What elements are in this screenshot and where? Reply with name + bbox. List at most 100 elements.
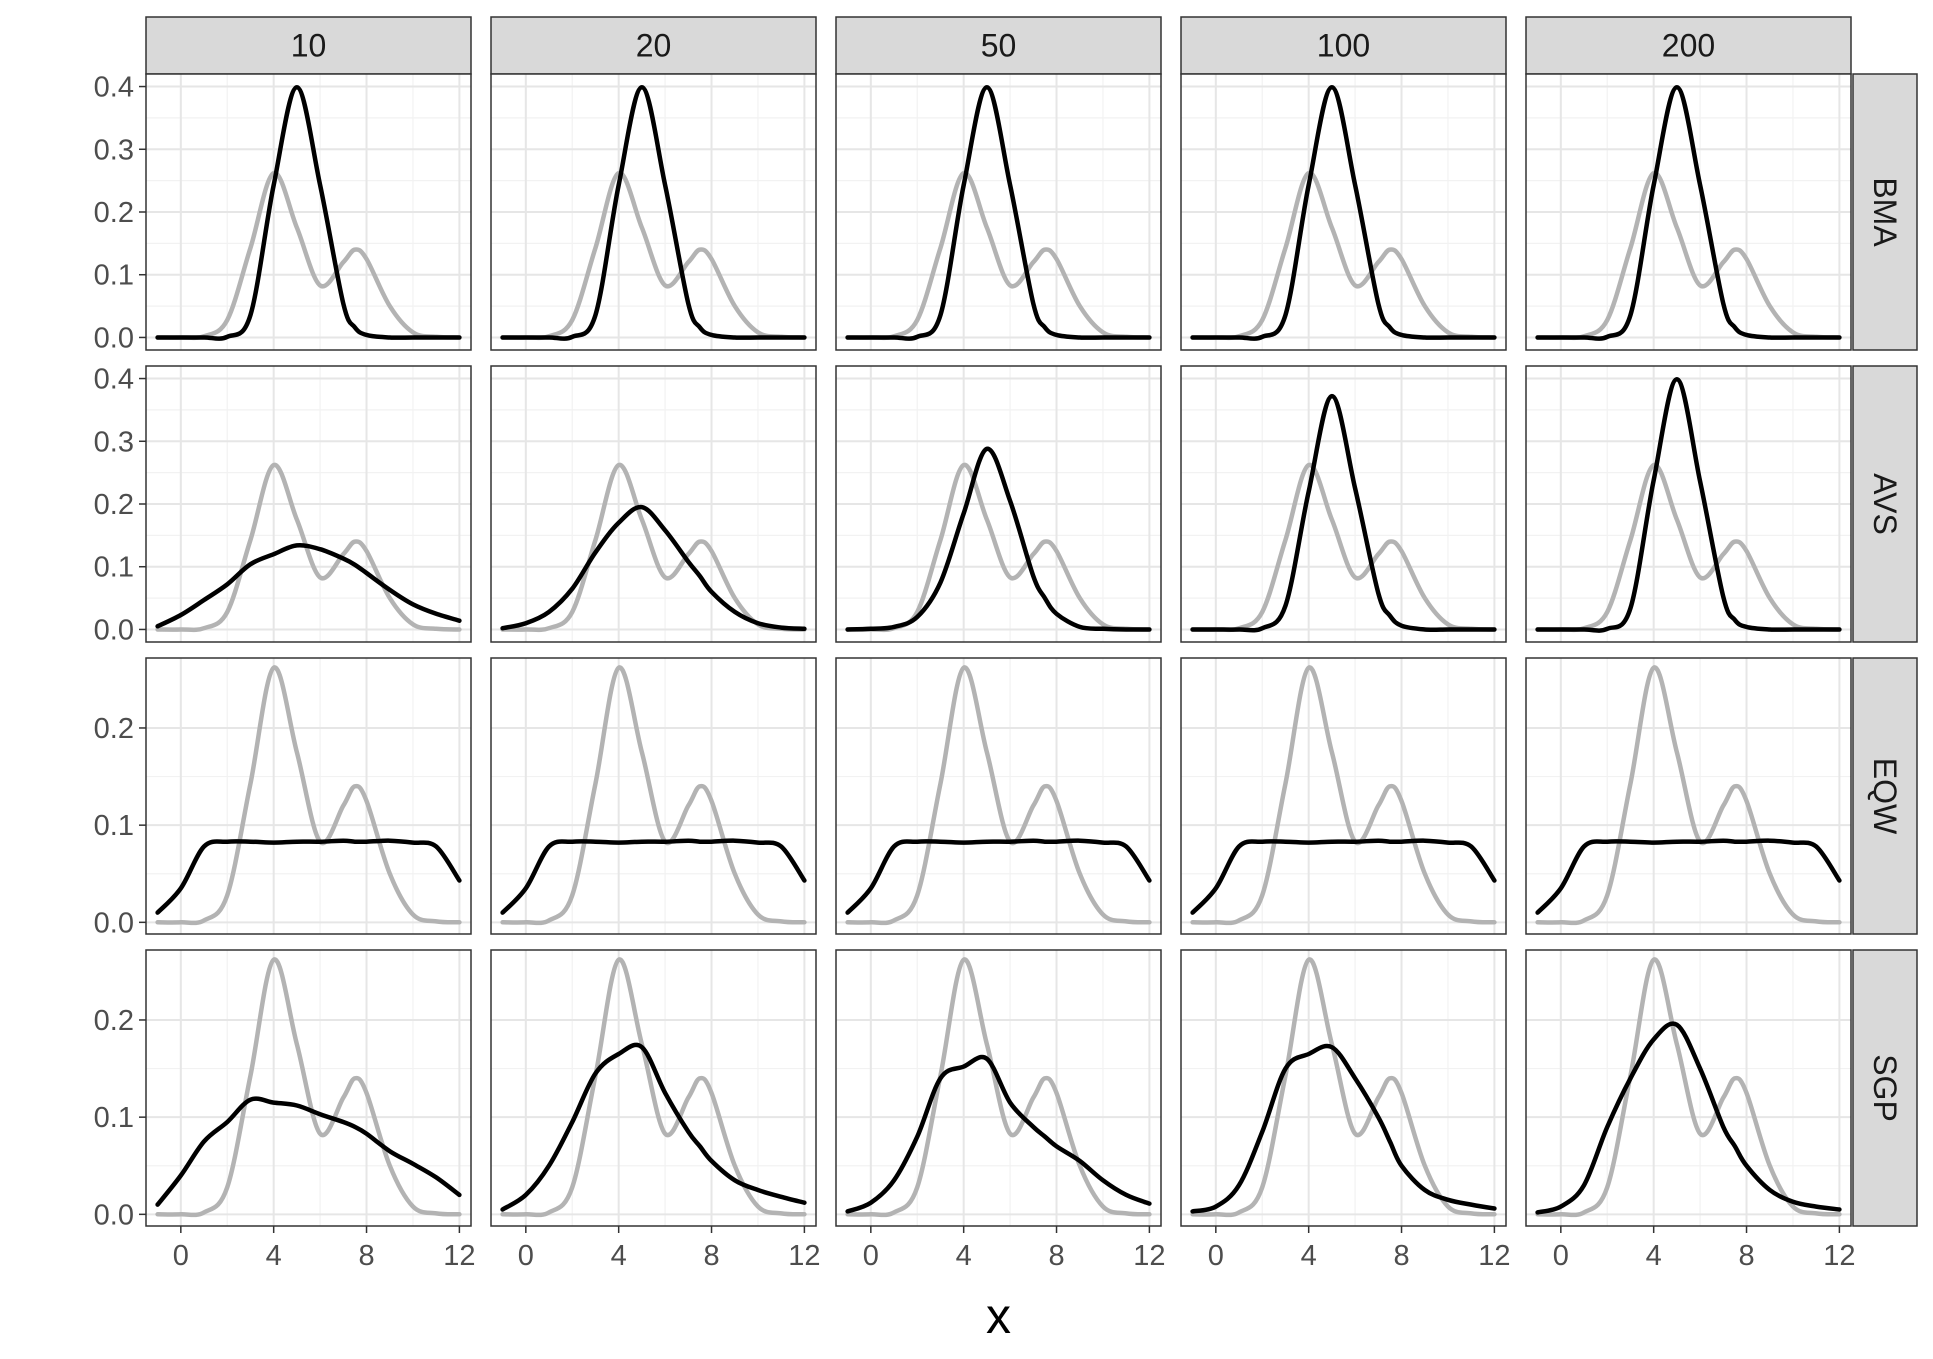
column-strip-background <box>490 16 817 75</box>
y-tick-label: 0.3 <box>94 426 134 458</box>
reference-density-line <box>845 170 1152 341</box>
panel-border <box>1525 657 1852 935</box>
panel-border <box>1180 949 1507 1227</box>
y-tick-label: 0.0 <box>94 614 134 646</box>
reference-density-line <box>1190 665 1497 926</box>
x-tick-label: 0 <box>863 1240 879 1272</box>
row-strip-SGP: SGP <box>1852 949 1918 1227</box>
estimated-density-line <box>1535 84 1842 341</box>
reference-density-line <box>1535 957 1842 1218</box>
panel-border <box>145 657 472 935</box>
panel-EQW-50 <box>835 657 1162 935</box>
x-tick-label: 0 <box>1208 1240 1224 1272</box>
estimated-density-line <box>155 84 462 341</box>
panel-BMA-50 <box>835 73 1162 351</box>
panel-border <box>1525 365 1852 643</box>
row-strip-background <box>1852 365 1918 643</box>
x-tick-label: 12 <box>443 1240 475 1272</box>
row-strip-AVS: AVS <box>1852 365 1918 643</box>
x-tick-label: 4 <box>266 1240 282 1272</box>
y-tick-label: 0.2 <box>94 713 134 745</box>
y-tick-label: 0.2 <box>94 197 134 229</box>
panel-border <box>145 949 472 1227</box>
column-strip-10: 10 <box>145 16 472 75</box>
reference-density-line <box>500 170 807 341</box>
reference-density-line <box>1535 462 1842 633</box>
y-tick-label: 0.1 <box>94 1102 134 1134</box>
y-tick-label: 0.4 <box>94 364 134 396</box>
panel-SGP-100 <box>1180 949 1507 1227</box>
column-strip-label: 10 <box>291 28 327 64</box>
x-tick-label: 8 <box>1738 1240 1754 1272</box>
panel-BMA-10 <box>145 73 472 351</box>
panel-AVS-10 <box>145 365 472 643</box>
estimated-density-line <box>1190 838 1497 915</box>
estimated-density-line <box>155 1096 462 1207</box>
panel-border <box>490 365 817 643</box>
column-strip-label: 200 <box>1662 28 1715 64</box>
column-strip-100: 100 <box>1180 16 1507 75</box>
panel-EQW-100 <box>1180 657 1507 935</box>
column-strip-20: 20 <box>490 16 817 75</box>
panel-SGP-10 <box>145 949 472 1227</box>
estimated-density-line <box>1535 376 1842 633</box>
y-tick-label: 0.0 <box>94 322 134 354</box>
panel-border <box>1180 365 1507 643</box>
x-tick-label: 4 <box>611 1240 627 1272</box>
reference-density-line <box>1190 462 1497 633</box>
panel-border <box>835 949 1162 1227</box>
reference-density-line <box>1190 170 1497 341</box>
y-tick-label: 0.4 <box>94 72 134 104</box>
x-tick-label: 0 <box>173 1240 189 1272</box>
column-strip-label: 20 <box>636 28 672 64</box>
row-strip-BMA: BMA <box>1852 73 1918 351</box>
row-strip-label: SGP <box>1867 1054 1903 1122</box>
y-tick-label: 0.2 <box>94 489 134 521</box>
y-tick-label: 0.1 <box>94 810 134 842</box>
y-tick-label: 0.0 <box>94 907 134 939</box>
x-tick-label: 0 <box>1553 1240 1569 1272</box>
panel-AVS-100 <box>1180 365 1507 643</box>
estimated-density-line <box>845 84 1152 341</box>
estimated-density-line <box>500 504 807 632</box>
estimated-density-line <box>155 838 462 915</box>
estimated-density-line <box>845 1054 1152 1214</box>
panel-border <box>490 657 817 935</box>
panel-border <box>1525 949 1852 1227</box>
panel-AVS-50 <box>835 365 1162 643</box>
x-tick-label: 12 <box>1823 1240 1855 1272</box>
row-strip-label: AVS <box>1867 473 1903 535</box>
reference-density-line <box>155 462 462 633</box>
panel-EQW-200 <box>1525 657 1852 935</box>
y-tick-label: 0.1 <box>94 260 134 292</box>
panel-border <box>1180 73 1507 351</box>
panel-border <box>1525 73 1852 351</box>
panel-border <box>835 73 1162 351</box>
panel-SGP-200 <box>1525 949 1852 1227</box>
column-strip-200: 200 <box>1525 16 1852 75</box>
reference-density-line <box>500 665 807 926</box>
estimated-density-line <box>155 542 462 629</box>
panel-BMA-20 <box>490 73 817 351</box>
column-strip-background <box>145 16 472 75</box>
x-tick-label: 12 <box>1478 1240 1510 1272</box>
panel-AVS-200 <box>1525 365 1852 643</box>
x-tick-label: 12 <box>1133 1240 1165 1272</box>
estimated-density-line <box>845 838 1152 915</box>
panel-EQW-10 <box>145 657 472 935</box>
column-strip-label: 100 <box>1317 28 1370 64</box>
reference-density-line <box>155 170 462 341</box>
x-axis-title: x <box>986 1288 1011 1344</box>
estimated-density-line <box>500 1042 807 1212</box>
column-strip-label: 50 <box>981 28 1017 64</box>
row-strip-background <box>1852 949 1918 1227</box>
reference-density-line <box>1190 957 1497 1218</box>
y-tick-label: 0.0 <box>94 1199 134 1231</box>
estimated-density-line <box>1535 1021 1842 1215</box>
reference-density-line <box>155 957 462 1218</box>
row-strip-background <box>1852 73 1918 351</box>
reference-density-line <box>155 665 462 926</box>
panel-border <box>490 949 817 1227</box>
panel-border <box>490 73 817 351</box>
